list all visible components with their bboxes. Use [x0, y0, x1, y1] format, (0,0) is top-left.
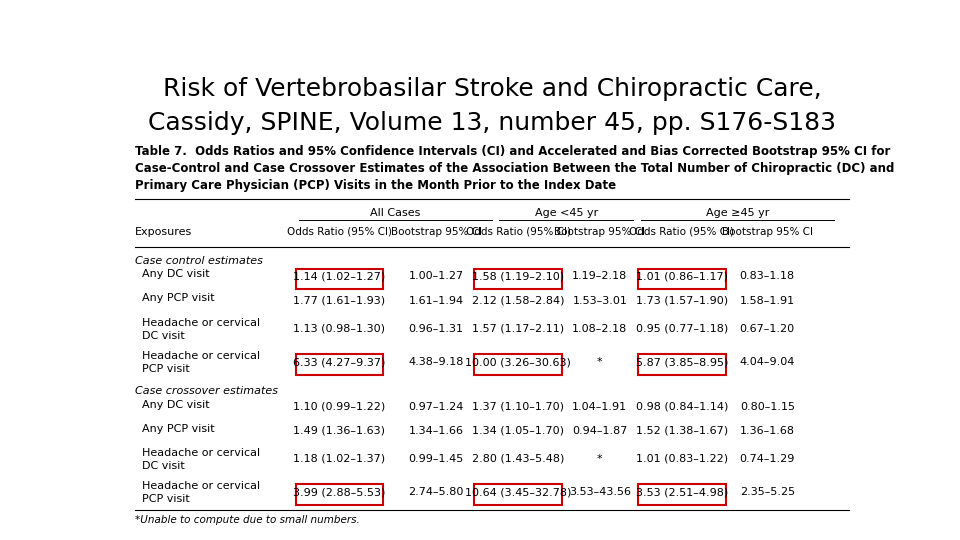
- Text: 0.80–1.15: 0.80–1.15: [740, 402, 795, 411]
- Text: All Cases: All Cases: [371, 208, 420, 218]
- Text: 1.73 (1.57–1.90): 1.73 (1.57–1.90): [636, 295, 728, 306]
- Text: Risk of Vertebrobasilar Stroke and Chiropractic Care,: Risk of Vertebrobasilar Stroke and Chiro…: [162, 77, 822, 102]
- Text: 0.99–1.45: 0.99–1.45: [409, 454, 464, 464]
- Text: 1.58 (1.19–2.10): 1.58 (1.19–2.10): [472, 272, 564, 281]
- Text: 0.98 (0.84–1.14): 0.98 (0.84–1.14): [636, 402, 728, 411]
- Text: 0.67–1.20: 0.67–1.20: [740, 324, 795, 334]
- Text: 2.35–5.25: 2.35–5.25: [740, 487, 795, 497]
- Text: Odds Ratio (95% CI): Odds Ratio (95% CI): [629, 227, 734, 237]
- Text: Headache or cervical: Headache or cervical: [134, 351, 260, 361]
- Text: Case control estimates: Case control estimates: [134, 256, 263, 266]
- Text: 1.61–1.94: 1.61–1.94: [409, 295, 464, 306]
- Text: 1.34–1.66: 1.34–1.66: [409, 426, 464, 436]
- Text: 0.94–1.87: 0.94–1.87: [572, 426, 628, 436]
- Text: 1.14 (1.02–1.27): 1.14 (1.02–1.27): [294, 272, 386, 281]
- Text: 1.00–1.27: 1.00–1.27: [409, 272, 464, 281]
- Text: Bootstrap 95% CI: Bootstrap 95% CI: [722, 227, 813, 237]
- Text: 10.64 (3.45–32.78): 10.64 (3.45–32.78): [465, 487, 571, 497]
- Text: 0.96–1.31: 0.96–1.31: [409, 324, 464, 334]
- Text: 2.74–5.80: 2.74–5.80: [409, 487, 464, 497]
- Text: *Unable to compute due to small numbers.: *Unable to compute due to small numbers.: [134, 515, 360, 525]
- Text: Bootstrap 95% CI: Bootstrap 95% CI: [554, 227, 645, 237]
- Text: 0.97–1.24: 0.97–1.24: [409, 402, 464, 411]
- Text: 3.99 (2.88–5.53): 3.99 (2.88–5.53): [294, 487, 386, 497]
- Text: 3.53–43.56: 3.53–43.56: [569, 487, 631, 497]
- Text: 1.18 (1.02–1.37): 1.18 (1.02–1.37): [294, 454, 386, 464]
- Text: Any PCP visit: Any PCP visit: [134, 424, 214, 434]
- Text: PCP visit: PCP visit: [134, 364, 190, 374]
- Text: 1.01 (0.86–1.17): 1.01 (0.86–1.17): [636, 272, 728, 281]
- Text: Any DC visit: Any DC visit: [134, 400, 209, 409]
- Text: DC visit: DC visit: [134, 461, 184, 471]
- Text: Age ≥45 yr: Age ≥45 yr: [706, 208, 769, 218]
- Text: 1.53–3.01: 1.53–3.01: [572, 295, 627, 306]
- Text: *: *: [597, 454, 603, 464]
- Text: DC visit: DC visit: [134, 331, 184, 341]
- Text: 1.36–1.68: 1.36–1.68: [740, 426, 795, 436]
- Text: 1.08–2.18: 1.08–2.18: [572, 324, 628, 334]
- Text: 2.12 (1.58–2.84): 2.12 (1.58–2.84): [471, 295, 564, 306]
- Text: 1.01 (0.83–1.22): 1.01 (0.83–1.22): [636, 454, 728, 464]
- Text: PCP visit: PCP visit: [134, 494, 190, 504]
- Text: 1.37 (1.10–1.70): 1.37 (1.10–1.70): [472, 402, 564, 411]
- Text: 1.49 (1.36–1.63): 1.49 (1.36–1.63): [294, 426, 386, 436]
- Text: 4.38–9.18: 4.38–9.18: [409, 357, 464, 367]
- Text: 1.10 (0.99–1.22): 1.10 (0.99–1.22): [294, 402, 386, 411]
- Text: 1.58–1.91: 1.58–1.91: [740, 295, 795, 306]
- Text: *: *: [597, 357, 603, 367]
- Text: Case crossover estimates: Case crossover estimates: [134, 386, 277, 396]
- Text: 4.04–9.04: 4.04–9.04: [739, 357, 795, 367]
- Text: Exposures: Exposures: [134, 227, 192, 237]
- Text: 0.74–1.29: 0.74–1.29: [739, 454, 795, 464]
- Text: 1.52 (1.38–1.67): 1.52 (1.38–1.67): [636, 426, 728, 436]
- Text: Any DC visit: Any DC visit: [134, 269, 209, 279]
- Text: 1.13 (0.98–1.30): 1.13 (0.98–1.30): [294, 324, 386, 334]
- Text: 1.57 (1.17–2.11): 1.57 (1.17–2.11): [472, 324, 564, 334]
- Text: Cassidy, SPINE, Volume 13, number 45, pp. S176-S183: Cassidy, SPINE, Volume 13, number 45, pp…: [148, 111, 836, 134]
- Text: Table 7.  Odds Ratios and 95% Confidence Intervals (CI) and Accelerated and Bias: Table 7. Odds Ratios and 95% Confidence …: [134, 145, 895, 192]
- Text: 1.77 (1.61–1.93): 1.77 (1.61–1.93): [294, 295, 386, 306]
- Text: 5.87 (3.85–8.95): 5.87 (3.85–8.95): [636, 357, 728, 367]
- Text: 3.53 (2.51–4.98): 3.53 (2.51–4.98): [636, 487, 728, 497]
- Text: Age <45 yr: Age <45 yr: [535, 208, 598, 218]
- Text: Headache or cervical: Headache or cervical: [134, 448, 260, 458]
- Text: 10.00 (3.26–30.63): 10.00 (3.26–30.63): [465, 357, 571, 367]
- Text: Bootstrap 95% CI: Bootstrap 95% CI: [391, 227, 482, 237]
- Text: 1.34 (1.05–1.70): 1.34 (1.05–1.70): [472, 426, 564, 436]
- Text: Any PCP visit: Any PCP visit: [134, 294, 214, 303]
- Text: Odds Ratio (95% CI): Odds Ratio (95% CI): [287, 227, 392, 237]
- Text: 0.95 (0.77–1.18): 0.95 (0.77–1.18): [636, 324, 728, 334]
- Text: 1.04–1.91: 1.04–1.91: [572, 402, 628, 411]
- Text: Headache or cervical: Headache or cervical: [134, 481, 260, 491]
- Text: 2.80 (1.43–5.48): 2.80 (1.43–5.48): [472, 454, 564, 464]
- Text: Headache or cervical: Headache or cervical: [134, 318, 260, 328]
- Text: 6.33 (4.27–9.37): 6.33 (4.27–9.37): [294, 357, 386, 367]
- Text: 1.19–2.18: 1.19–2.18: [572, 272, 628, 281]
- Text: Odds Ratio (95% CI): Odds Ratio (95% CI): [466, 227, 570, 237]
- Text: 0.83–1.18: 0.83–1.18: [740, 272, 795, 281]
